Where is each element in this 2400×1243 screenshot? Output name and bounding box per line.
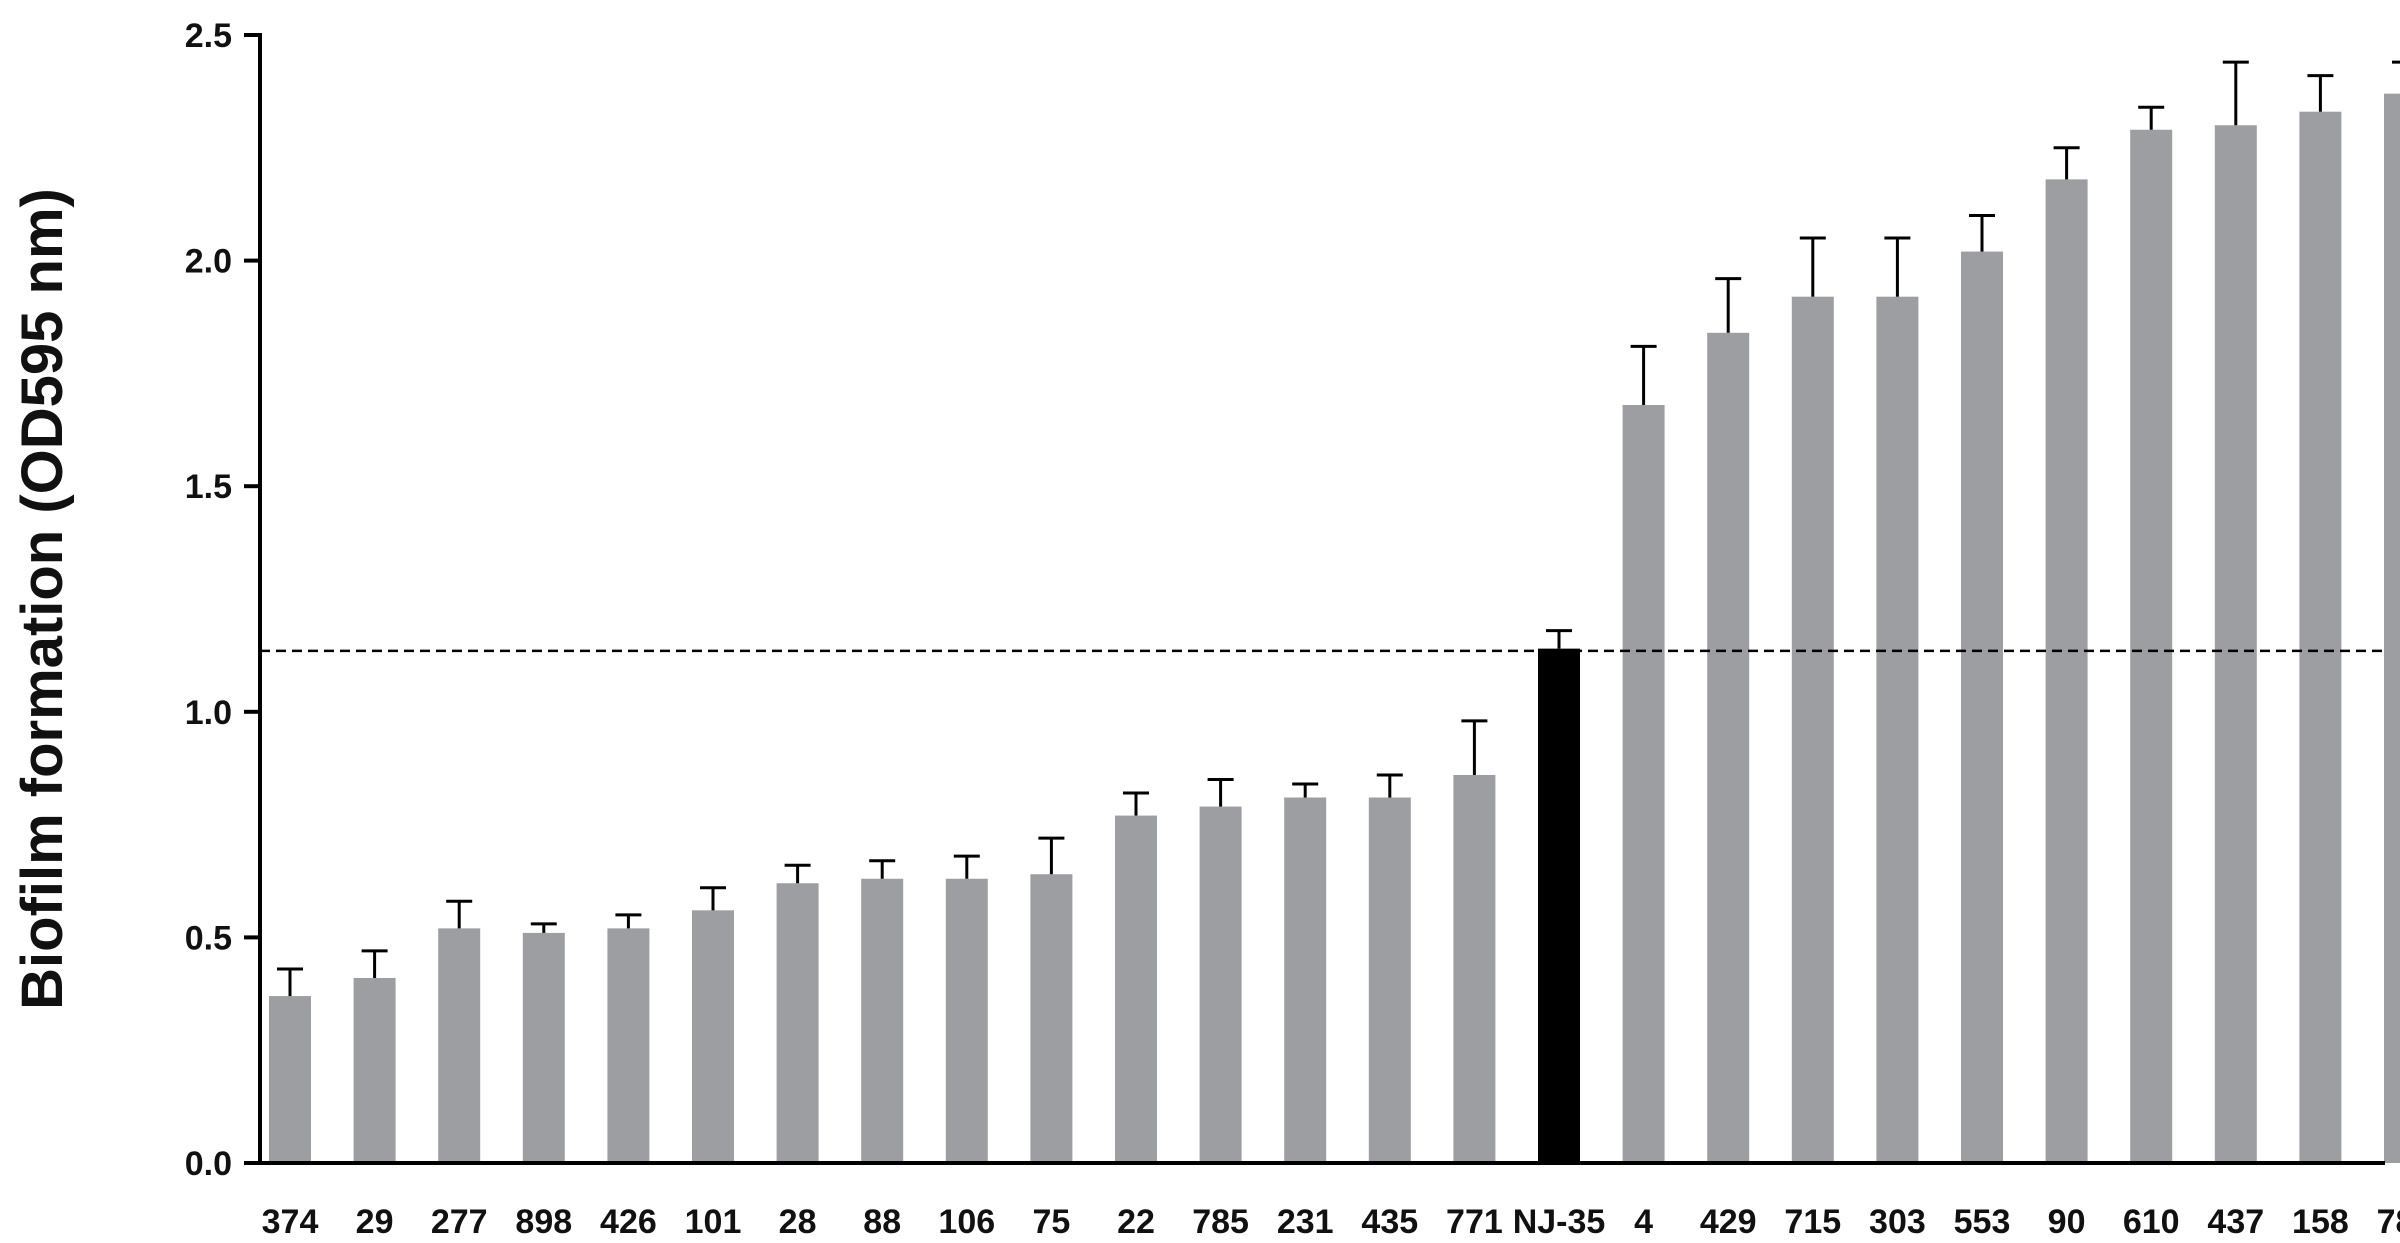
x-tick-label-75: 75: [1032, 1203, 1070, 1241]
x-tick-label-785: 785: [1192, 1203, 1249, 1241]
bar-553: [1961, 251, 2003, 1164]
x-tick-label-437: 437: [2207, 1203, 2264, 1241]
bar-303: [1876, 296, 1919, 1163]
bar-374: [269, 996, 311, 1163]
x-tick-label-771: 771: [1446, 1203, 1503, 1241]
y-tick-label: 0.5: [185, 919, 232, 957]
x-tick-label-898: 898: [515, 1203, 572, 1241]
x-tick-label-553: 553: [1954, 1203, 2011, 1241]
bar-789: [2384, 93, 2400, 1163]
bar-771: [1453, 774, 1496, 1163]
y-tick-label: 2.5: [185, 17, 232, 55]
y-ticks: 0.0 0.5 1.0 1.5 2.0 2.5: [185, 17, 260, 1183]
y-tick-label: 0.0: [185, 1145, 232, 1183]
x-tick-label-426: 426: [600, 1203, 657, 1241]
bar-101: [692, 910, 734, 1163]
x-tick-label-101: 101: [685, 1203, 742, 1241]
x-tick-label-4: 4: [1634, 1203, 1653, 1241]
bar-715: [1791, 296, 1834, 1163]
x-tick-label-106: 106: [938, 1203, 995, 1241]
x-tick-label-NJ-35: NJ-35: [1513, 1203, 1606, 1241]
bar-28: [776, 883, 819, 1163]
bar-898: [522, 932, 565, 1163]
bar-29: [353, 978, 396, 1163]
bar-106: [945, 878, 988, 1163]
error-bars-layer: [277, 60, 2400, 997]
bar-4: [1622, 404, 1665, 1163]
x-tick-label-90: 90: [2048, 1203, 2086, 1241]
axes-layer: [258, 33, 2385, 1165]
x-tick-label-29: 29: [356, 1203, 394, 1241]
bar-610: [2130, 129, 2173, 1164]
x-tick-label-28: 28: [779, 1203, 817, 1241]
bar-429: [1707, 332, 1750, 1163]
bar-277: [438, 928, 481, 1163]
bar-158: [2299, 111, 2342, 1164]
y-axis-title: Biofilm formation (OD595 nm): [10, 188, 75, 1010]
x-tick-label-88: 88: [863, 1203, 901, 1241]
y-tick-label: 1.5: [185, 468, 232, 506]
bar-426: [607, 928, 650, 1163]
bar-90: [2045, 179, 2088, 1163]
bar-437: [2214, 125, 2257, 1164]
x-tick-label-231: 231: [1277, 1203, 1334, 1241]
x-tick-labels: 374 29 277 898 426 101 28 88 106 75 22 785 231 435 771…: [262, 1203, 2400, 1241]
y-tick-label: 2.0: [185, 243, 232, 281]
bar-88: [861, 878, 904, 1163]
x-tick-label-303: 303: [1869, 1203, 1926, 1241]
bar-785: [1199, 806, 1242, 1163]
bar-231: [1284, 797, 1327, 1163]
bar-22: [1115, 815, 1157, 1163]
x-tick-label-22: 22: [1117, 1203, 1155, 1241]
bar-NJ-35: [1538, 648, 1580, 1163]
bars-layer: [269, 93, 2400, 1164]
x-tick-label-277: 277: [431, 1203, 488, 1241]
x-tick-label-789: 789: [2377, 1203, 2400, 1241]
bar-435: [1368, 797, 1411, 1163]
bar-75: [1030, 874, 1073, 1163]
y-tick-label: 1.0: [185, 694, 232, 732]
x-tick-label-429: 429: [1700, 1203, 1757, 1241]
x-tick-label-435: 435: [1361, 1203, 1418, 1241]
x-tick-label-374: 374: [262, 1203, 319, 1241]
x-tick-label-158: 158: [2292, 1203, 2349, 1241]
x-tick-label-715: 715: [1784, 1203, 1841, 1241]
x-tick-label-610: 610: [2123, 1203, 2180, 1241]
